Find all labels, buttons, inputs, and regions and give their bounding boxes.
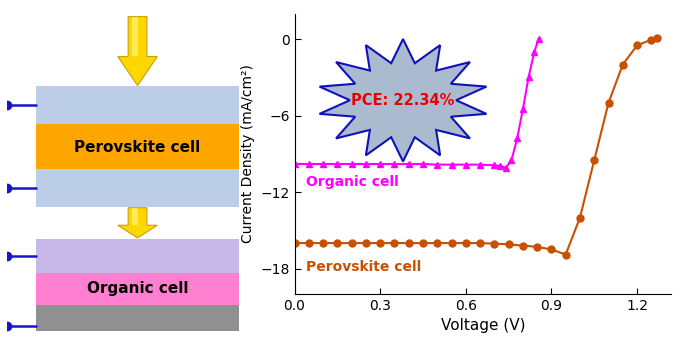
Y-axis label: Current Density (mA/cm²): Current Density (mA/cm²) [240,64,255,243]
Text: Perovskite cell: Perovskite cell [75,140,201,155]
Text: PCE: 22.34%: PCE: 22.34% [351,93,455,108]
Polygon shape [319,39,486,162]
Polygon shape [118,208,158,238]
Bar [36,86,238,124]
Polygon shape [132,17,138,56]
Text: Perovskite cell: Perovskite cell [306,260,421,274]
X-axis label: Voltage (V): Voltage (V) [440,318,525,334]
Polygon shape [132,208,138,224]
Bar [36,124,238,169]
Bar [36,273,238,305]
Text: Organic cell: Organic cell [306,175,399,189]
Bar [36,305,238,331]
Bar [36,169,238,207]
Text: Organic cell: Organic cell [87,282,188,296]
Polygon shape [118,17,158,86]
Bar [36,239,238,273]
